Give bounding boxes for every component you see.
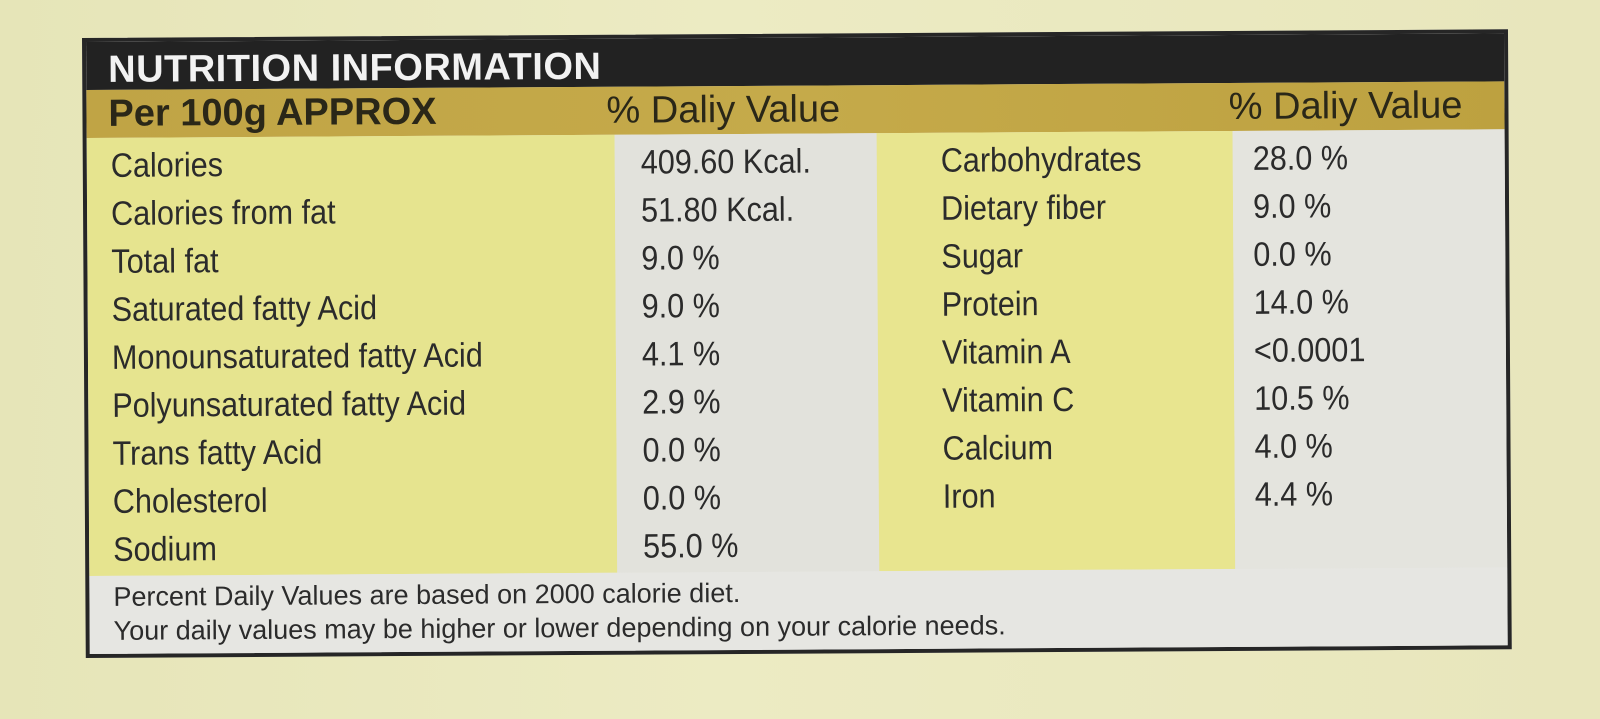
- nutrient-name: Calcium: [942, 429, 1054, 468]
- nutrient-name: Saturated fatty Acid: [111, 289, 378, 329]
- nutrient-row: Polyunsaturated fatty Acid 2.9 % Vitamin…: [88, 373, 1506, 430]
- nutrient-name: Protein: [941, 285, 1039, 324]
- per-serving-label: Per 100g APPROX: [108, 90, 437, 135]
- nutrient-name: Sodium: [113, 530, 217, 569]
- nutrient-name: Vitamin A: [941, 332, 1071, 372]
- nutrient-row: Calories from fat 51.80 Kcal. Dietary fi…: [87, 181, 1505, 238]
- title-bar: NUTRITION INFORMATION: [86, 33, 1505, 91]
- nutrient-name: Total fat: [111, 242, 219, 281]
- nutrient-value: 9.0 %: [1252, 187, 1332, 226]
- nutrient-name: Carbohydrates: [940, 140, 1142, 180]
- nutrient-value: 51.80 Kcal.: [640, 190, 795, 230]
- nutrient-name: Iron: [942, 477, 996, 516]
- nutrient-row: Calories 409.60 Kcal. Carbohydrates 28.0…: [87, 133, 1505, 190]
- nutrient-row: Trans fatty Acid 0.0 % Calcium 4.0 %: [88, 421, 1506, 478]
- nutrient-value: 9.0 %: [641, 239, 720, 278]
- nutrient-name: Cholesterol: [112, 481, 268, 521]
- nutrient-name: Calories from fat: [110, 193, 336, 233]
- nutrient-value: 409.60 Kcal.: [640, 142, 812, 182]
- nutrient-row: Sodium 55.0 %: [89, 517, 1507, 574]
- nutrient-value: 9.0 %: [641, 287, 721, 326]
- nutrient-row: Cholesterol 0.0 % Iron 4.4 %: [89, 469, 1507, 526]
- nutrient-name: Trans fatty Acid: [112, 433, 323, 473]
- nutrient-value: 2.9 %: [642, 383, 721, 422]
- nutrient-row: Saturated fatty Acid 9.0 % Protein 14.0 …: [88, 277, 1506, 334]
- nutrient-value: 0.0 %: [642, 479, 722, 518]
- nutrient-rows: Calories 409.60 Kcal. Carbohydrates 28.0…: [87, 133, 1508, 574]
- nutrient-name: Dietary fiber: [940, 188, 1107, 228]
- nutrient-value: 4.0 %: [1254, 427, 1333, 466]
- daily-value-header-right: % Daliy Value: [1228, 84, 1463, 128]
- nutrient-value: 4.1 %: [641, 335, 721, 374]
- nutrient-value: 0.0 %: [642, 431, 721, 470]
- nutrient-value: 10.5 %: [1254, 379, 1350, 418]
- nutrition-label: NUTRITION INFORMATION Per 100g APPROX % …: [82, 29, 1512, 658]
- nutrient-value: 14.0 %: [1253, 283, 1350, 322]
- label-title: NUTRITION INFORMATION: [108, 45, 602, 91]
- nutrient-row: Total fat 9.0 % Sugar 0.0 %: [87, 229, 1505, 286]
- nutrient-name: Vitamin C: [942, 380, 1075, 420]
- nutrient-value: 28.0 %: [1252, 139, 1349, 178]
- nutrient-value: 55.0 %: [643, 527, 739, 566]
- footnote-line-2: Your daily values may be higher or lower…: [113, 610, 1006, 646]
- column-header-bar: Per 100g APPROX % Daliy Value % Daliy Va…: [86, 81, 1505, 138]
- nutrient-name: Polyunsaturated fatty Acid: [112, 384, 467, 425]
- nutrient-name: Calories: [110, 146, 224, 185]
- nutrient-value: 0.0 %: [1253, 235, 1332, 274]
- footnote: Percent Daily Values are based on 2000 c…: [89, 567, 1508, 658]
- nutrient-name: Sugar: [941, 237, 1024, 276]
- nutrient-value: 4.4 %: [1254, 475, 1334, 514]
- nutrient-value: <0.0001: [1253, 331, 1366, 370]
- nutrient-name: Monounsaturated fatty Acid: [111, 336, 483, 377]
- footnote-line-1: Percent Daily Values are based on 2000 c…: [113, 577, 741, 612]
- nutrient-row: Monounsaturated fatty Acid 4.1 % Vitamin…: [88, 325, 1506, 382]
- daily-value-header-left: % Daliy Value: [606, 88, 841, 132]
